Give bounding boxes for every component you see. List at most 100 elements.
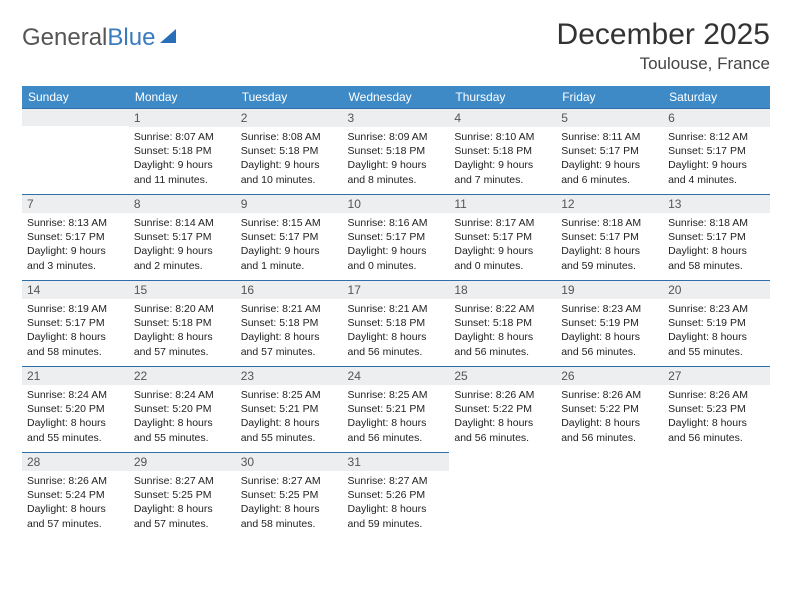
day-body: Sunrise: 8:12 AMSunset: 5:17 PMDaylight:… (663, 127, 770, 192)
day-wrap: 26Sunrise: 8:26 AMSunset: 5:22 PMDayligh… (556, 366, 663, 450)
sunset-line: Sunset: 5:17 PM (668, 231, 746, 243)
daylight-line: Daylight: 8 hours and 56 minutes. (348, 331, 427, 357)
day-body: Sunrise: 8:11 AMSunset: 5:17 PMDaylight:… (556, 127, 663, 192)
day-wrap: 22Sunrise: 8:24 AMSunset: 5:20 PMDayligh… (129, 366, 236, 450)
day-wrap: 20Sunrise: 8:23 AMSunset: 5:19 PMDayligh… (663, 280, 770, 364)
day-wrap: 23Sunrise: 8:25 AMSunset: 5:21 PMDayligh… (236, 366, 343, 450)
sunrise-line: Sunrise: 8:25 AM (348, 389, 428, 401)
sunrise-line: Sunrise: 8:12 AM (668, 131, 748, 143)
daylight-line: Daylight: 8 hours and 55 minutes. (134, 417, 213, 443)
day-wrap: 18Sunrise: 8:22 AMSunset: 5:18 PMDayligh… (449, 280, 556, 364)
sunset-line: Sunset: 5:18 PM (134, 145, 212, 157)
sunrise-line: Sunrise: 8:11 AM (561, 131, 640, 143)
sunrise-line: Sunrise: 8:07 AM (134, 131, 214, 143)
daylight-line: Daylight: 9 hours and 8 minutes. (348, 159, 427, 185)
calendar-cell: 22Sunrise: 8:24 AMSunset: 5:20 PMDayligh… (129, 366, 236, 452)
day-wrap: 10Sunrise: 8:16 AMSunset: 5:17 PMDayligh… (343, 194, 450, 278)
day-number: 12 (556, 195, 663, 213)
calendar-cell: 15Sunrise: 8:20 AMSunset: 5:18 PMDayligh… (129, 280, 236, 366)
sunset-line: Sunset: 5:24 PM (27, 489, 105, 501)
day-body: Sunrise: 8:25 AMSunset: 5:21 PMDaylight:… (236, 385, 343, 450)
sunrise-line: Sunrise: 8:10 AM (454, 131, 534, 143)
day-number: 27 (663, 367, 770, 385)
sunrise-line: Sunrise: 8:17 AM (454, 217, 534, 229)
daylight-line: Daylight: 9 hours and 7 minutes. (454, 159, 533, 185)
sunrise-line: Sunrise: 8:26 AM (668, 389, 748, 401)
calendar-cell: 8Sunrise: 8:14 AMSunset: 5:17 PMDaylight… (129, 194, 236, 280)
calendar-cell: 2Sunrise: 8:08 AMSunset: 5:18 PMDaylight… (236, 108, 343, 194)
day-header: Monday (129, 86, 236, 108)
day-header: Friday (556, 86, 663, 108)
day-number: 16 (236, 281, 343, 299)
sunrise-line: Sunrise: 8:15 AM (241, 217, 321, 229)
calendar-week-row: 21Sunrise: 8:24 AMSunset: 5:20 PMDayligh… (22, 366, 770, 452)
day-wrap: 15Sunrise: 8:20 AMSunset: 5:18 PMDayligh… (129, 280, 236, 364)
calendar-cell: 6Sunrise: 8:12 AMSunset: 5:17 PMDaylight… (663, 108, 770, 194)
sunrise-line: Sunrise: 8:24 AM (27, 389, 107, 401)
daylight-line: Daylight: 8 hours and 57 minutes. (134, 503, 213, 529)
day-number: 5 (556, 109, 663, 127)
daylight-line: Daylight: 8 hours and 59 minutes. (561, 245, 640, 271)
day-number: 1 (129, 109, 236, 127)
day-header: Thursday (449, 86, 556, 108)
sunset-line: Sunset: 5:22 PM (454, 403, 532, 415)
daylight-line: Daylight: 8 hours and 58 minutes. (241, 503, 320, 529)
logo-text: GeneralBlue (22, 24, 155, 52)
day-body: Sunrise: 8:21 AMSunset: 5:18 PMDaylight:… (236, 299, 343, 364)
sunrise-line: Sunrise: 8:21 AM (241, 303, 321, 315)
logo: GeneralBlue (22, 24, 176, 52)
sunset-line: Sunset: 5:17 PM (241, 231, 319, 243)
day-body: Sunrise: 8:23 AMSunset: 5:19 PMDaylight:… (663, 299, 770, 364)
day-body: Sunrise: 8:27 AMSunset: 5:26 PMDaylight:… (343, 471, 450, 536)
sunset-line: Sunset: 5:18 PM (241, 317, 319, 329)
day-body: Sunrise: 8:27 AMSunset: 5:25 PMDaylight:… (236, 471, 343, 536)
day-number: 10 (343, 195, 450, 213)
day-number: 21 (22, 367, 129, 385)
calendar-week-row: 28Sunrise: 8:26 AMSunset: 5:24 PMDayligh… (22, 452, 770, 538)
day-wrap: 1Sunrise: 8:07 AMSunset: 5:18 PMDaylight… (129, 108, 236, 192)
sunset-line: Sunset: 5:18 PM (348, 145, 426, 157)
calendar-cell: 11Sunrise: 8:17 AMSunset: 5:17 PMDayligh… (449, 194, 556, 280)
day-wrap: 9Sunrise: 8:15 AMSunset: 5:17 PMDaylight… (236, 194, 343, 278)
sunset-line: Sunset: 5:18 PM (241, 145, 319, 157)
day-wrap: 2Sunrise: 8:08 AMSunset: 5:18 PMDaylight… (236, 108, 343, 192)
sunset-line: Sunset: 5:26 PM (348, 489, 426, 501)
sunrise-line: Sunrise: 8:27 AM (241, 475, 321, 487)
sunset-line: Sunset: 5:17 PM (561, 231, 639, 243)
day-body: Sunrise: 8:15 AMSunset: 5:17 PMDaylight:… (236, 213, 343, 278)
daylight-line: Daylight: 8 hours and 56 minutes. (561, 417, 640, 443)
day-wrap: 25Sunrise: 8:26 AMSunset: 5:22 PMDayligh… (449, 366, 556, 450)
day-number: 17 (343, 281, 450, 299)
day-header: Saturday (663, 86, 770, 108)
empty-cell (22, 108, 129, 126)
day-number: 3 (343, 109, 450, 127)
location: Toulouse, France (557, 54, 770, 74)
day-wrap: 30Sunrise: 8:27 AMSunset: 5:25 PMDayligh… (236, 452, 343, 536)
daylight-line: Daylight: 9 hours and 0 minutes. (348, 245, 427, 271)
day-number: 13 (663, 195, 770, 213)
day-wrap: 27Sunrise: 8:26 AMSunset: 5:23 PMDayligh… (663, 366, 770, 450)
day-body: Sunrise: 8:24 AMSunset: 5:20 PMDaylight:… (22, 385, 129, 450)
logo-part2: Blue (107, 24, 155, 51)
header: GeneralBlue December 2025 Toulouse, Fran… (22, 18, 770, 74)
day-wrap: 21Sunrise: 8:24 AMSunset: 5:20 PMDayligh… (22, 366, 129, 450)
daylight-line: Daylight: 9 hours and 4 minutes. (668, 159, 747, 185)
sunset-line: Sunset: 5:17 PM (454, 231, 532, 243)
calendar-cell: 20Sunrise: 8:23 AMSunset: 5:19 PMDayligh… (663, 280, 770, 366)
calendar-cell: 23Sunrise: 8:25 AMSunset: 5:21 PMDayligh… (236, 366, 343, 452)
day-number: 18 (449, 281, 556, 299)
day-body: Sunrise: 8:16 AMSunset: 5:17 PMDaylight:… (343, 213, 450, 278)
day-body: Sunrise: 8:27 AMSunset: 5:25 PMDaylight:… (129, 471, 236, 536)
day-body: Sunrise: 8:19 AMSunset: 5:17 PMDaylight:… (22, 299, 129, 364)
day-body: Sunrise: 8:17 AMSunset: 5:17 PMDaylight:… (449, 213, 556, 278)
day-body: Sunrise: 8:26 AMSunset: 5:22 PMDaylight:… (449, 385, 556, 450)
sunset-line: Sunset: 5:17 PM (27, 317, 105, 329)
sunset-line: Sunset: 5:19 PM (561, 317, 639, 329)
day-header: Wednesday (343, 86, 450, 108)
calendar-cell: 26Sunrise: 8:26 AMSunset: 5:22 PMDayligh… (556, 366, 663, 452)
logo-part1: General (22, 24, 107, 51)
sunrise-line: Sunrise: 8:26 AM (27, 475, 107, 487)
sunrise-line: Sunrise: 8:26 AM (454, 389, 534, 401)
title-block: December 2025 Toulouse, France (557, 18, 770, 74)
day-number: 14 (22, 281, 129, 299)
